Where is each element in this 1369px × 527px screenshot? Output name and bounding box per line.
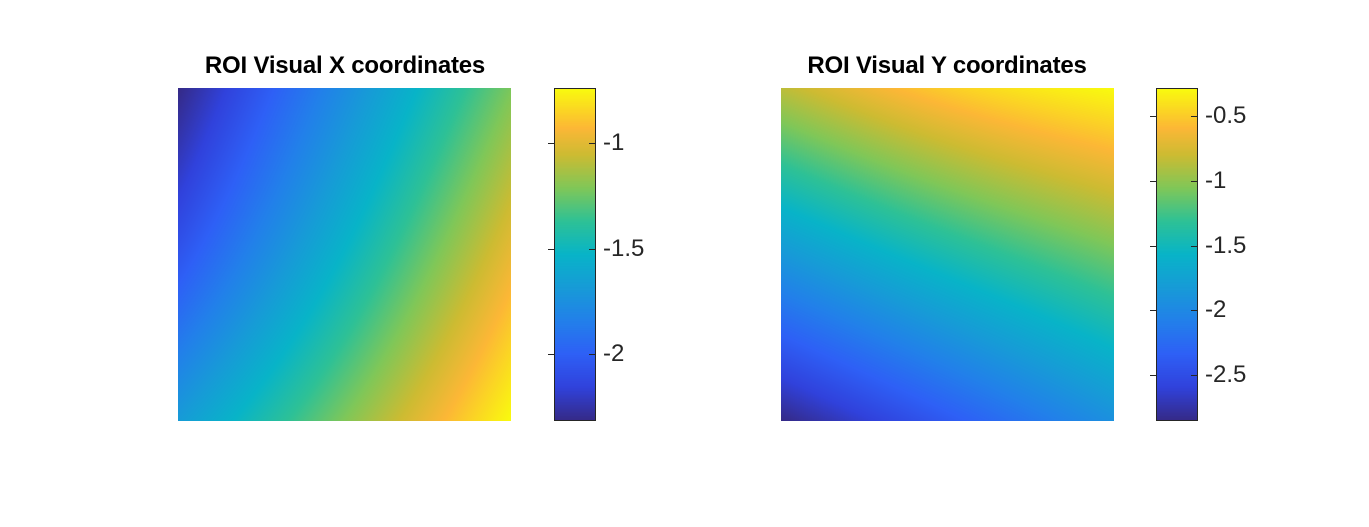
colorbar-tick-mark bbox=[1191, 246, 1198, 247]
heatmap-y bbox=[781, 88, 1114, 421]
colorbar-tick-mark bbox=[548, 354, 555, 355]
colorbar-gradient bbox=[1156, 88, 1198, 421]
colorbar-tick-label: -1.5 bbox=[603, 235, 645, 262]
colorbar-tick-mark bbox=[1150, 116, 1157, 117]
colorbar-tick-mark bbox=[1150, 310, 1157, 311]
colorbar-x bbox=[554, 88, 596, 421]
colorbar-tick-mark bbox=[548, 249, 555, 250]
colorbar-tick-mark bbox=[1191, 116, 1198, 117]
colorbar-tick-label: -1.5 bbox=[1205, 232, 1247, 259]
colorbar-tick-mark bbox=[1150, 181, 1157, 182]
colorbar-gradient bbox=[554, 88, 596, 421]
chart-panel-x: ROI Visual X coordinates -2 -1.5 -1 bbox=[0, 0, 684, 527]
colorbar-tick-label: -2 bbox=[1205, 296, 1227, 323]
colorbar-tick-label: -2.5 bbox=[1205, 361, 1247, 388]
colorbar-tick-mark bbox=[589, 143, 596, 144]
colorbar-tick-mark bbox=[1191, 310, 1198, 311]
colorbar-tick-mark bbox=[548, 143, 555, 144]
colorbar-y bbox=[1156, 88, 1198, 421]
colorbar-tick-mark bbox=[589, 354, 596, 355]
colorbar-ticks-x: -2 -1.5 -1 bbox=[548, 88, 717, 421]
colorbar-tick-label: -2 bbox=[603, 340, 625, 367]
colorbar-tick-label: -0.5 bbox=[1205, 102, 1247, 129]
chart-title: ROI Visual Y coordinates bbox=[807, 52, 1087, 79]
colorbar-ticks-y: -2.5 -2 -1.5 -1 -0.5 bbox=[1150, 88, 1319, 421]
chart-title: ROI Visual X coordinates bbox=[204, 52, 486, 79]
colorbar-tick-mark bbox=[1191, 375, 1198, 376]
heatmap-x bbox=[178, 88, 511, 421]
colorbar-tick-mark bbox=[1150, 375, 1157, 376]
colorbar-tick-label: -1 bbox=[1205, 167, 1227, 194]
chart-panel-y: ROI Visual Y coordinates -2.5 -2 -1.5 -1 -0.… bbox=[684, 0, 1369, 527]
colorbar-tick-mark bbox=[1191, 181, 1198, 182]
colorbar-tick-mark bbox=[1150, 246, 1157, 247]
colorbar-tick-mark bbox=[589, 249, 596, 250]
colorbar-tick-label: -1 bbox=[603, 129, 625, 156]
